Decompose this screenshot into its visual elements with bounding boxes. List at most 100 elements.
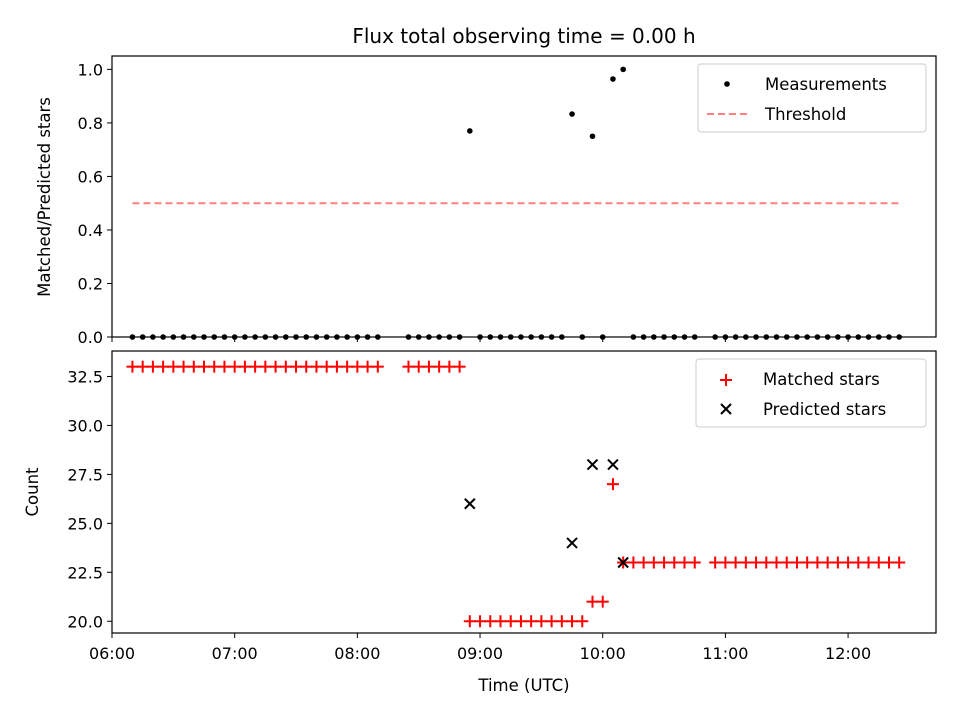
matched-star-point bbox=[637, 556, 650, 569]
matched-star-point bbox=[821, 556, 834, 569]
matched-star-point bbox=[279, 360, 292, 373]
matched-star-point bbox=[535, 615, 548, 628]
top-y-tick-label: 0.6 bbox=[78, 167, 103, 186]
bottom-legend: Matched stars Predicted stars bbox=[695, 358, 927, 428]
bottom-legend-box bbox=[695, 358, 927, 428]
matched-star-point bbox=[525, 615, 538, 628]
matched-star-point bbox=[780, 556, 793, 569]
bottom-x-tick-label: 11:00 bbox=[702, 644, 748, 663]
matched-star-point bbox=[688, 556, 701, 569]
matched-star-point bbox=[371, 360, 384, 373]
matched-star-point bbox=[801, 556, 814, 569]
matched-star-point bbox=[576, 615, 589, 628]
matched-star-point bbox=[433, 360, 446, 373]
legend-predicted-label: Predicted stars bbox=[763, 400, 886, 419]
matched-star-point bbox=[330, 360, 343, 373]
matched-star-point bbox=[504, 615, 517, 628]
bottom-x-tick-label: 12:00 bbox=[825, 644, 871, 663]
matched-star-point bbox=[146, 360, 159, 373]
top-y-tick-label: 0.0 bbox=[78, 328, 103, 347]
top-y-tick-label: 0.4 bbox=[78, 221, 103, 240]
matched-star-point bbox=[668, 556, 681, 569]
measurement-point bbox=[610, 76, 616, 82]
matched-star-point bbox=[238, 360, 251, 373]
matched-star-point bbox=[361, 360, 374, 373]
predicted-star-point bbox=[607, 458, 619, 471]
matched-star-point bbox=[750, 556, 763, 569]
matched-star-point bbox=[177, 360, 190, 373]
matched-star-point bbox=[208, 360, 221, 373]
matched-star-point bbox=[351, 360, 364, 373]
legend-matched-marker bbox=[720, 374, 732, 386]
legend-measurements-marker bbox=[724, 81, 730, 87]
legend-threshold-label: Threshold bbox=[764, 105, 846, 124]
matched-star-point bbox=[443, 360, 456, 373]
legend-matched-label: Matched stars bbox=[763, 370, 880, 389]
matched-star-point bbox=[514, 615, 527, 628]
matched-star-point bbox=[198, 360, 211, 373]
matched-star-point bbox=[474, 615, 487, 628]
legend-predicted-marker bbox=[720, 403, 732, 415]
predicted-star-point bbox=[617, 556, 629, 569]
bottom-y-tick-label: 30.0 bbox=[67, 416, 103, 435]
matched-star-point bbox=[709, 556, 722, 569]
matched-star-point bbox=[647, 556, 660, 569]
legend-measurements-label: Measurements bbox=[765, 75, 887, 94]
matched-star-point bbox=[627, 556, 640, 569]
bottom-y-tick-label: 20.0 bbox=[67, 612, 103, 631]
matched-star-point bbox=[596, 595, 609, 608]
matched-star-point bbox=[341, 360, 354, 373]
matched-star-point bbox=[658, 556, 671, 569]
matched-star-point bbox=[790, 556, 803, 569]
matched-star-point bbox=[422, 360, 435, 373]
top-y-tick-label: 0.8 bbox=[78, 114, 103, 133]
matched-star-point bbox=[167, 360, 180, 373]
bottom-plot-area bbox=[126, 360, 906, 628]
matched-star-point bbox=[269, 360, 282, 373]
bottom-ylabel: Count bbox=[23, 467, 42, 517]
matched-star-point bbox=[842, 556, 855, 569]
matched-star-point bbox=[555, 615, 568, 628]
matched-star-point bbox=[463, 615, 476, 628]
measurement-point bbox=[569, 111, 575, 117]
matched-star-point bbox=[872, 556, 885, 569]
matched-star-point bbox=[187, 360, 200, 373]
matched-star-point bbox=[412, 360, 425, 373]
bottom-y-tick-label: 32.5 bbox=[67, 367, 103, 386]
bottom-y-tick-label: 27.5 bbox=[67, 465, 103, 484]
predicted-star-point bbox=[464, 498, 476, 510]
top-y-tick-label: 0.2 bbox=[78, 274, 103, 293]
predicted-star-point bbox=[566, 537, 578, 549]
matched-star-point bbox=[402, 360, 415, 373]
matched-star-point bbox=[157, 360, 170, 373]
matched-star-point bbox=[228, 360, 241, 373]
matched-star-point bbox=[893, 556, 906, 569]
top-legend-box bbox=[697, 63, 927, 133]
matched-star-point bbox=[606, 478, 619, 491]
matched-star-point bbox=[259, 360, 272, 373]
measurement-point bbox=[467, 128, 473, 134]
matched-star-point bbox=[249, 360, 262, 373]
matched-star-point bbox=[300, 360, 313, 373]
bottom-y-tick-label: 25.0 bbox=[67, 514, 103, 533]
predicted-star-point bbox=[586, 458, 599, 471]
bottom-xlabel: Time (UTC) bbox=[477, 676, 569, 695]
bottom-axes-frame bbox=[111, 350, 937, 634]
bottom-y-tick-label: 22.5 bbox=[67, 563, 103, 582]
matched-star-point bbox=[136, 360, 149, 373]
bottom-x-ticks: 06:00 07:00 08:00 09:00 10:00 11:00 12:00 bbox=[89, 633, 871, 663]
bottom-y-ticks: 20.0 22.5 25.0 27.5 30.0 32.5 bbox=[67, 367, 112, 631]
matched-star-point bbox=[760, 556, 773, 569]
matched-star-point bbox=[586, 595, 599, 608]
bottom-x-tick-label: 06:00 bbox=[89, 644, 135, 663]
matched-star-point bbox=[310, 360, 323, 373]
bottom-x-tick-label: 09:00 bbox=[457, 644, 503, 663]
matched-star-point bbox=[882, 556, 895, 569]
bottom-x-tick-label: 07:00 bbox=[212, 644, 258, 663]
matched-star-point bbox=[739, 556, 752, 569]
matched-star-point bbox=[719, 556, 732, 569]
matched-star-point bbox=[484, 615, 497, 628]
matched-star-point bbox=[811, 556, 824, 569]
matched-star-point bbox=[852, 556, 865, 569]
